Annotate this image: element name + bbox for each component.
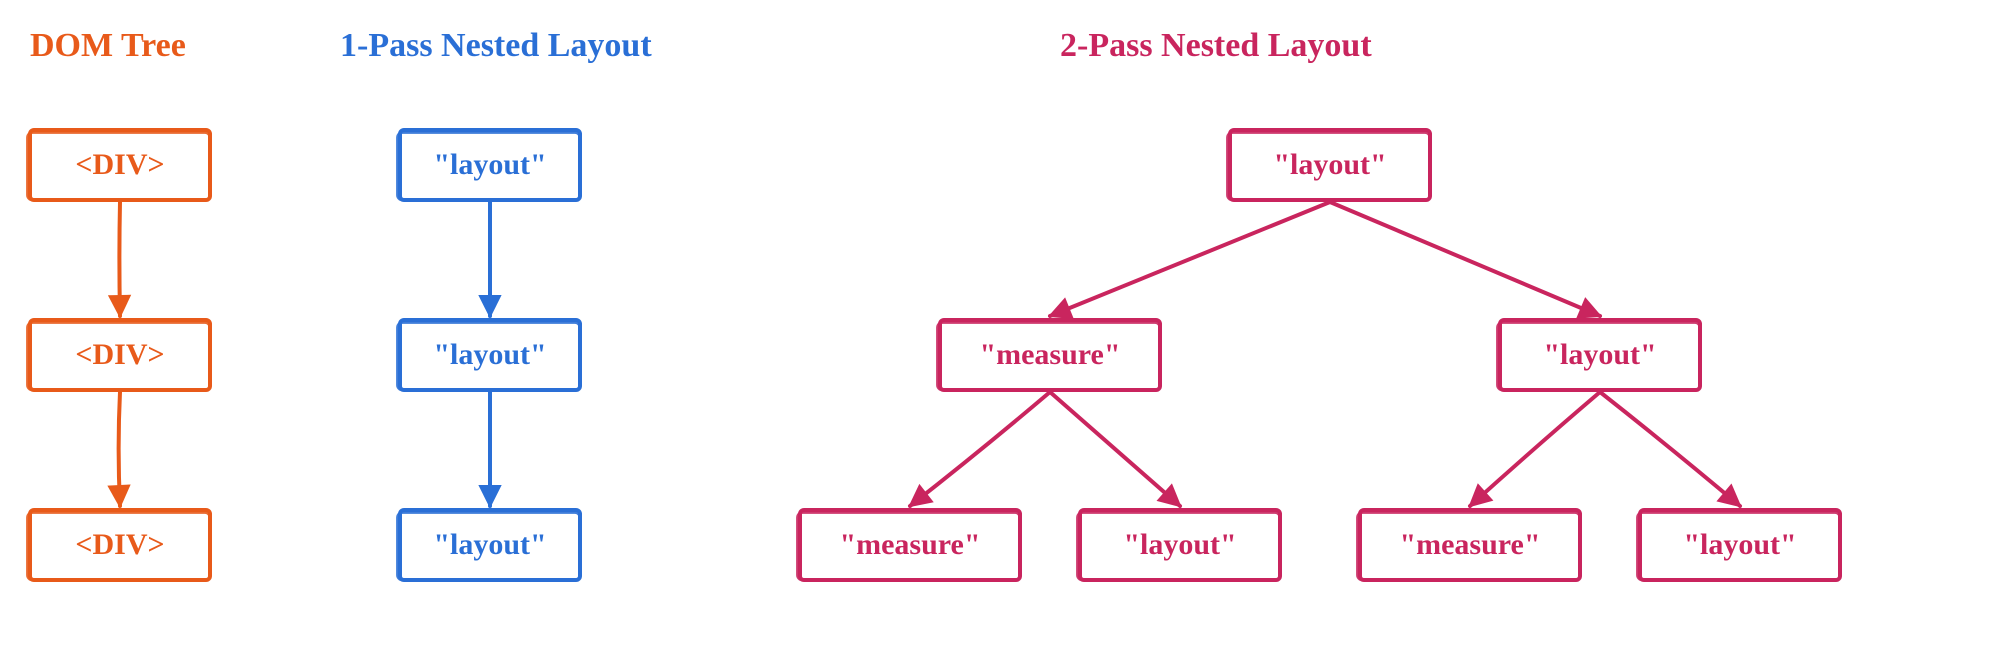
two-pass-node-label: "layout" bbox=[1683, 528, 1796, 561]
diagram-canvas: DOM Tree <DIV> <DIV> <DIV> 1-Pass Nested Lay… bbox=[0, 0, 1999, 654]
dom-tree-node-label: <DIV> bbox=[75, 148, 164, 181]
edge bbox=[119, 202, 120, 316]
edge bbox=[119, 392, 120, 506]
one-pass-title: 1-Pass Nested Layout bbox=[340, 27, 652, 64]
edge bbox=[1600, 392, 1740, 506]
two-pass-title: 2-Pass Nested Layout bbox=[1060, 27, 1372, 64]
dom-tree-node-label: <DIV> bbox=[75, 528, 164, 561]
two-pass-node-label: "measure" bbox=[839, 528, 980, 561]
one-pass-node-label: "layout" bbox=[433, 528, 546, 561]
dom-tree-title: DOM Tree bbox=[30, 27, 186, 64]
edge bbox=[1050, 202, 1330, 316]
two-pass-node-label: "layout" bbox=[1543, 338, 1656, 371]
two-pass-node-label: "layout" bbox=[1273, 148, 1386, 181]
one-pass-node-label: "layout" bbox=[433, 148, 546, 181]
edge bbox=[910, 392, 1050, 506]
one-pass-node-label: "layout" bbox=[433, 338, 546, 371]
two-pass-node-label: "measure" bbox=[1399, 528, 1540, 561]
dom-tree-node-label: <DIV> bbox=[75, 338, 164, 371]
edge bbox=[1330, 202, 1600, 316]
two-pass-node-label: "measure" bbox=[979, 338, 1120, 371]
edge bbox=[1470, 392, 1600, 506]
edge bbox=[1050, 392, 1180, 506]
two-pass-node-label: "layout" bbox=[1123, 528, 1236, 561]
